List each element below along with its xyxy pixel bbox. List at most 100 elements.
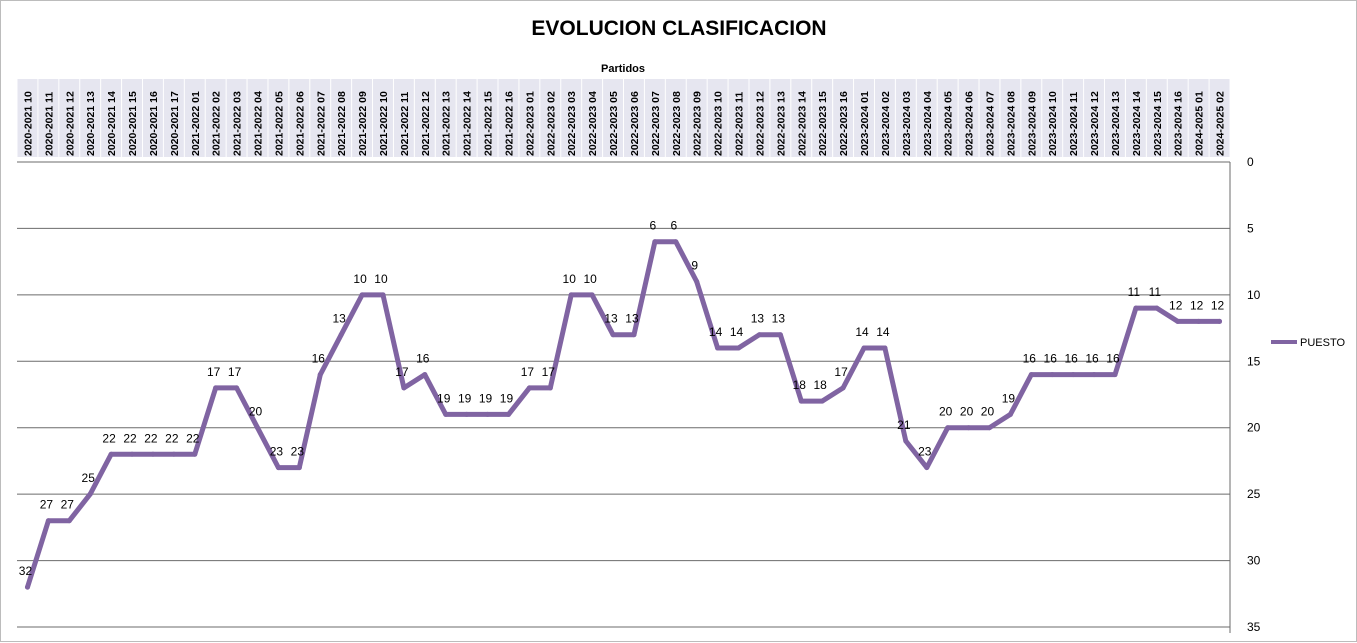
data-point xyxy=(213,385,219,391)
legend: PUESTO xyxy=(1271,337,1345,349)
data-point xyxy=(275,465,281,471)
data-label: 19 xyxy=(437,391,451,405)
x-category-label: 2024-2025 02 xyxy=(1215,91,1227,156)
data-label: 17 xyxy=(395,365,409,379)
data-point xyxy=(359,292,365,298)
data-label: 14 xyxy=(855,325,869,339)
x-category-label: 2022-2023 02 xyxy=(545,91,557,156)
x-category-label: 2023-2024 16 xyxy=(1173,91,1185,156)
x-category-label: 2023-2024 11 xyxy=(1068,92,1080,156)
y-axis-ticks: 0 5 10 15 20 25 30 35 xyxy=(1247,155,1261,634)
data-label: 22 xyxy=(123,431,137,445)
x-category-label: 2021-2022 07 xyxy=(315,91,327,156)
data-point xyxy=(1112,372,1118,378)
x-category-label: 2020-2021 16 xyxy=(148,91,160,156)
data-point xyxy=(1196,318,1202,324)
data-point xyxy=(1091,372,1097,378)
y-tick-label: 30 xyxy=(1247,554,1261,568)
data-point xyxy=(777,332,783,338)
data-point xyxy=(150,451,156,457)
data-label: 19 xyxy=(1002,391,1016,405)
data-label: 23 xyxy=(270,445,284,459)
x-category-label: 2021-2022 06 xyxy=(294,91,306,156)
x-category-label: 2023-2024 05 xyxy=(943,91,955,156)
x-category-label: 2022-2023 08 xyxy=(671,91,683,156)
x-category-label: 2022-2023 04 xyxy=(587,91,599,156)
x-category-label: 2023-2024 12 xyxy=(1089,91,1101,156)
data-label: 13 xyxy=(332,312,346,326)
x-category-label: 2021-2022 05 xyxy=(273,91,285,156)
x-category-label: 2023-2024 15 xyxy=(1152,91,1164,156)
x-category-label: 2022-2023 15 xyxy=(817,91,829,156)
data-label: 16 xyxy=(1064,352,1078,366)
data-point xyxy=(1028,372,1034,378)
x-category-label: 2021-2022 11 xyxy=(399,92,411,156)
data-label: 14 xyxy=(709,325,723,339)
data-label: 19 xyxy=(458,391,472,405)
category-band xyxy=(16,79,1231,157)
data-label: 12 xyxy=(1190,298,1204,312)
x-category-label: 2023-2024 06 xyxy=(964,91,976,156)
x-category-label: 2022-2023 13 xyxy=(775,91,787,156)
data-point xyxy=(715,345,721,351)
y-tick-label: 10 xyxy=(1247,288,1261,302)
x-category-label: 2021-2022 10 xyxy=(378,91,390,156)
data-label: 32 xyxy=(19,564,33,578)
data-label: 16 xyxy=(1044,352,1058,366)
data-label: 22 xyxy=(102,431,116,445)
y-tick-label: 25 xyxy=(1247,487,1261,501)
y-tick-label: 35 xyxy=(1247,620,1261,634)
x-category-label: 2020-2021 14 xyxy=(106,91,118,156)
data-label: 20 xyxy=(249,405,263,419)
data-point xyxy=(255,425,261,431)
data-label: 20 xyxy=(981,405,995,419)
data-label: 16 xyxy=(1023,352,1037,366)
data-point xyxy=(505,411,511,417)
data-point xyxy=(903,438,909,444)
x-category-label: 2021-2022 01 xyxy=(190,91,202,156)
data-label: 12 xyxy=(1169,298,1183,312)
data-label: 10 xyxy=(374,272,388,286)
data-point xyxy=(798,398,804,404)
data-point xyxy=(882,345,888,351)
data-point xyxy=(129,451,135,457)
data-label: 16 xyxy=(312,352,326,366)
x-category-label: 2022-2023 01 xyxy=(524,91,536,156)
data-point xyxy=(694,279,700,285)
data-label: 22 xyxy=(144,431,158,445)
x-category-label: 2023-2024 01 xyxy=(859,91,871,156)
x-category-label: 2022-2023 10 xyxy=(713,91,725,156)
data-label: 22 xyxy=(186,431,200,445)
data-label: 13 xyxy=(751,312,765,326)
data-point xyxy=(317,372,323,378)
data-point xyxy=(526,385,532,391)
data-point xyxy=(652,239,658,245)
data-label: 10 xyxy=(353,272,367,286)
x-category-label: 2023-2024 07 xyxy=(984,91,996,156)
chart-title: EVOLUCION CLASIFICACION xyxy=(531,17,826,40)
data-point xyxy=(108,451,114,457)
data-label: 18 xyxy=(814,378,828,392)
y-tick-label: 5 xyxy=(1247,221,1254,235)
data-point xyxy=(485,411,491,417)
x-category-label: 2023-2024 03 xyxy=(901,91,913,156)
x-category-label: 2021-2022 12 xyxy=(420,91,432,156)
data-point xyxy=(861,345,867,351)
data-point xyxy=(819,398,825,404)
x-category-label: 2021-2022 15 xyxy=(483,91,495,156)
x-category-label: 2021-2022 03 xyxy=(232,91,244,156)
data-label: 10 xyxy=(583,272,597,286)
x-category-label: 2024-2025 01 xyxy=(1194,91,1206,156)
data-label: 20 xyxy=(939,405,953,419)
x-category-label: 2022-2023 06 xyxy=(629,91,641,156)
x-category-label: 2023-2024 14 xyxy=(1131,91,1143,156)
data-point xyxy=(422,372,428,378)
data-point xyxy=(192,451,198,457)
x-category-label: 2022-2023 16 xyxy=(838,91,850,156)
data-point xyxy=(45,518,51,524)
data-label: 23 xyxy=(918,445,932,459)
data-point xyxy=(87,491,93,497)
data-label: 12 xyxy=(1211,298,1225,312)
